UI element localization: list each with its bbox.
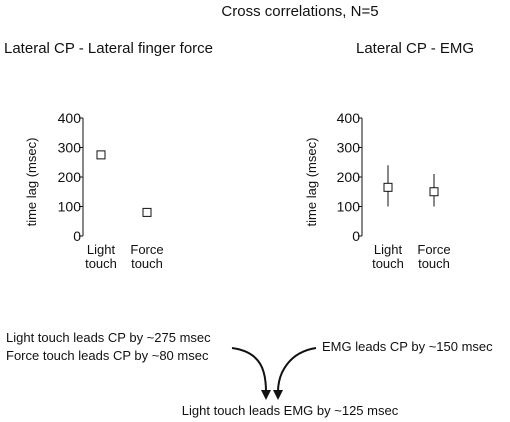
panel-2-y-tick-label: 0 <box>352 228 360 244</box>
left-arrow-head-icon <box>261 390 271 400</box>
panel-lateral-cp-emg: Lateral CP - EMG 0 100 200 300 400 time lag (… <box>304 40 474 271</box>
panel-1-category-label: Light <box>87 242 116 257</box>
panel-1-y-tick-label: 400 <box>58 110 82 126</box>
panel-2-category-label: Force <box>417 242 450 257</box>
panel-1-category-label: touch <box>131 256 163 271</box>
annotations: Light touch leads CP by ~275 msec Force … <box>6 330 493 418</box>
panel-1-y-tick-label: 200 <box>58 169 82 185</box>
panel-lateral-cp-finger-force: Lateral CP - Lateral finger force 0 100 20… <box>4 40 213 271</box>
panel-2-y-tick-label: 300 <box>337 140 361 156</box>
panel-2-y-tick-label: 400 <box>337 110 361 126</box>
panel-2-y-axis-label: time lag (msec) <box>304 138 319 227</box>
right-arrow-head-icon <box>273 390 283 400</box>
annotation-emg-leads-cp: EMG leads CP by ~150 msec <box>322 339 493 354</box>
panel-1-y-tick-label: 100 <box>58 199 82 215</box>
panel-2-data-point <box>383 182 393 192</box>
panel-2-y-tick-label: 200 <box>337 169 361 185</box>
panel-2-y-tick-label: 100 <box>337 199 361 215</box>
annotation-light-touch-leads-cp: Light touch leads CP by ~275 msec <box>6 330 211 345</box>
panel-1-data-point <box>96 150 106 160</box>
panel-1-title: Lateral CP - Lateral finger force <box>4 40 213 57</box>
panel-2-title: Lateral CP - EMG <box>356 40 474 57</box>
panel-1-y-tick-label: 0 <box>73 228 81 244</box>
figure-title: Cross correlations, N=5 <box>221 3 378 20</box>
annotation-force-touch-leads-cp: Force touch leads CP by ~80 msec <box>6 348 209 363</box>
panel-2-data-point <box>429 187 439 197</box>
panel-1-data-point <box>142 207 152 217</box>
panel-2-category-label: touch <box>418 256 450 271</box>
panel-2-category-label: touch <box>372 256 404 271</box>
panel-1-y-tick-label: 300 <box>58 140 82 156</box>
panel-1-category-label: touch <box>85 256 117 271</box>
right-arrow <box>277 347 317 393</box>
panel-2-category-label: Light <box>374 242 403 257</box>
panel-1-category-label: Force <box>130 242 163 257</box>
annotation-conclusion: Light touch leads EMG by ~125 msec <box>182 403 399 418</box>
left-arrow <box>231 347 267 393</box>
panel-1-y-axis-label: time lag (msec) <box>24 138 39 227</box>
